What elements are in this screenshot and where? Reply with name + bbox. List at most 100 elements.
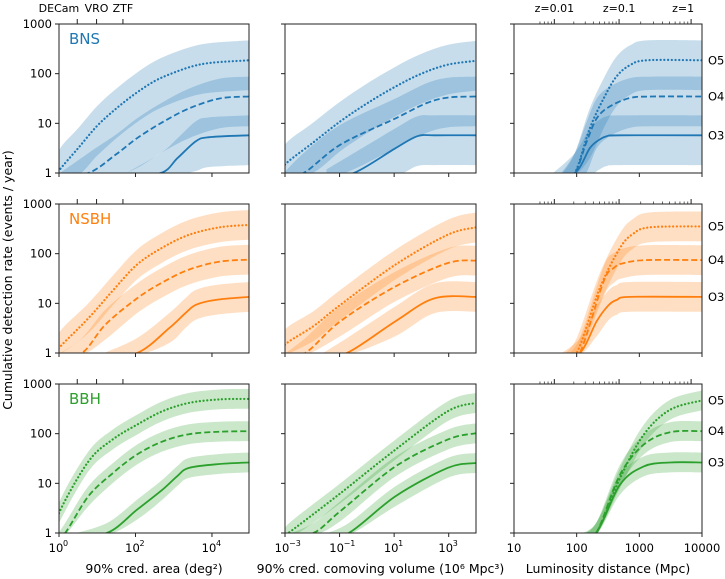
band-bbh-o3: [582, 452, 702, 533]
x-tick-label-base: 10: [438, 541, 453, 555]
line-bbh-o4: [594, 429, 702, 533]
band-nsbh-o3: [322, 281, 476, 353]
top-axis-label: DECam: [39, 2, 80, 15]
line-bbh-o4: [63, 430, 249, 533]
y-tick-label: 1: [45, 526, 52, 540]
run-label-o4: O4: [708, 90, 724, 104]
x-tick-label-base: 10: [275, 541, 290, 555]
x-axis-label: 90% cred. comoving volume (10⁶ Mpc³): [257, 561, 505, 576]
top-axis-label: VRO: [85, 2, 109, 15]
x-tick-label-exponent: −1: [344, 539, 356, 548]
panel-frame: [513, 23, 703, 174]
y-tick-label: 10: [37, 296, 52, 310]
x-tick-label-base: 10: [329, 541, 344, 555]
row-label-bbh: BBH: [69, 390, 101, 408]
line-bns-o4: [84, 95, 249, 173]
x-tick-label-exponent: 3: [453, 539, 458, 548]
run-label-o5: O5: [708, 219, 724, 233]
line-nsbh-o4: [578, 258, 702, 353]
x-tick-label-base: 10: [202, 541, 217, 555]
panel-frame: [284, 383, 477, 534]
band-bbh-o4: [291, 423, 476, 533]
x-tick-label-exponent: 1: [398, 539, 403, 548]
x-tick-label-base: 10: [384, 541, 399, 555]
top-axis-label: z=0.01: [535, 2, 574, 15]
line-bns-o4: [301, 95, 476, 173]
line-bbh-o5: [286, 401, 476, 533]
band-bbh-o4: [59, 421, 249, 533]
x-tick-label-base: 10: [49, 541, 64, 555]
y-tick-label: 1000: [23, 377, 52, 391]
panel-frame: [284, 203, 477, 354]
band-bns-o5: [285, 40, 476, 173]
run-label-o5: O5: [708, 393, 724, 407]
x-tick-label-exponent: −3: [289, 539, 301, 548]
row-label-bns: BNS: [69, 30, 100, 48]
band-nsbh-o4: [569, 244, 702, 353]
line-bbh-o3: [346, 462, 476, 533]
top-axis-label: z=0.1: [603, 2, 635, 15]
y-tick-label: 1000: [23, 17, 52, 31]
y-tick-label: 1: [45, 346, 52, 360]
run-label-o3: O3: [708, 128, 724, 142]
x-tick-label: 10000: [684, 541, 721, 555]
y-tick-label: 100: [30, 67, 52, 81]
line-nsbh-o5: [59, 223, 249, 350]
band-nsbh-o5: [285, 212, 476, 353]
run-label-o4: O4: [708, 424, 724, 438]
top-axis-label: z=1: [672, 2, 694, 15]
panel-frame: [284, 23, 477, 174]
y-tick-label: 10: [37, 476, 52, 490]
band-nsbh-o5: [59, 210, 249, 353]
line-nsbh-o3: [344, 295, 476, 353]
line-bbh-o3: [103, 461, 249, 533]
x-tick-label: 100: [566, 541, 588, 555]
line-bns-o4: [573, 95, 702, 173]
line-bns-o5: [285, 59, 476, 167]
line-nsbh-o3: [133, 296, 249, 353]
x-tick-label-exponent: 0: [63, 539, 68, 548]
band-bns-o3: [126, 115, 249, 173]
line-nsbh-o4: [303, 259, 476, 353]
x-tick-label-exponent: 4: [216, 539, 221, 548]
band-bns-o5: [59, 40, 249, 173]
top-axis-label: ZTF: [113, 2, 134, 15]
line-bbh-o5: [59, 397, 249, 517]
y-tick-label: 1000: [23, 197, 52, 211]
y-tick-label: 100: [30, 247, 52, 261]
band-bbh-o3: [76, 452, 249, 533]
panel-frame: [58, 23, 250, 174]
panel-frame: [58, 383, 250, 534]
x-axis-label: Luminosity distance (Mpc): [526, 561, 690, 576]
y-tick-label: 1: [45, 166, 52, 180]
run-label-o3: O3: [708, 290, 724, 304]
line-bns-o5: [59, 59, 249, 173]
band-nsbh-o4: [60, 244, 249, 353]
line-nsbh-o4: [79, 258, 249, 353]
band-bns-o3: [553, 115, 702, 173]
panel-frame: [58, 203, 250, 354]
line-bns-o3: [350, 134, 476, 173]
y-tick-label: 100: [30, 427, 52, 441]
line-bbh-o4: [310, 432, 476, 533]
line-bbh-o3: [594, 461, 702, 533]
run-label-o3: O3: [708, 455, 724, 469]
run-label-o5: O5: [708, 53, 724, 67]
row-label-nsbh: NSBH: [69, 210, 111, 228]
x-axis-label: 90% cred. area (deg²): [85, 561, 222, 576]
x-tick-label: 10: [507, 541, 522, 555]
x-tick-label: 1000: [625, 541, 654, 555]
line-bns-o3: [156, 134, 249, 173]
band-bbh-o4: [585, 420, 702, 533]
band-nsbh-o4: [285, 245, 476, 353]
band-bns-o5: [562, 40, 702, 173]
run-label-o4: O4: [708, 253, 724, 267]
y-tick-label: 10: [37, 116, 52, 130]
x-tick-label-exponent: 2: [139, 539, 144, 548]
band-nsbh-o3: [561, 281, 702, 353]
y-axis-label: Cumulative detection rate (events / year…: [0, 150, 15, 410]
panel-frame: [513, 383, 703, 534]
x-tick-label-base: 10: [125, 541, 140, 555]
panel-frame: [513, 203, 703, 354]
